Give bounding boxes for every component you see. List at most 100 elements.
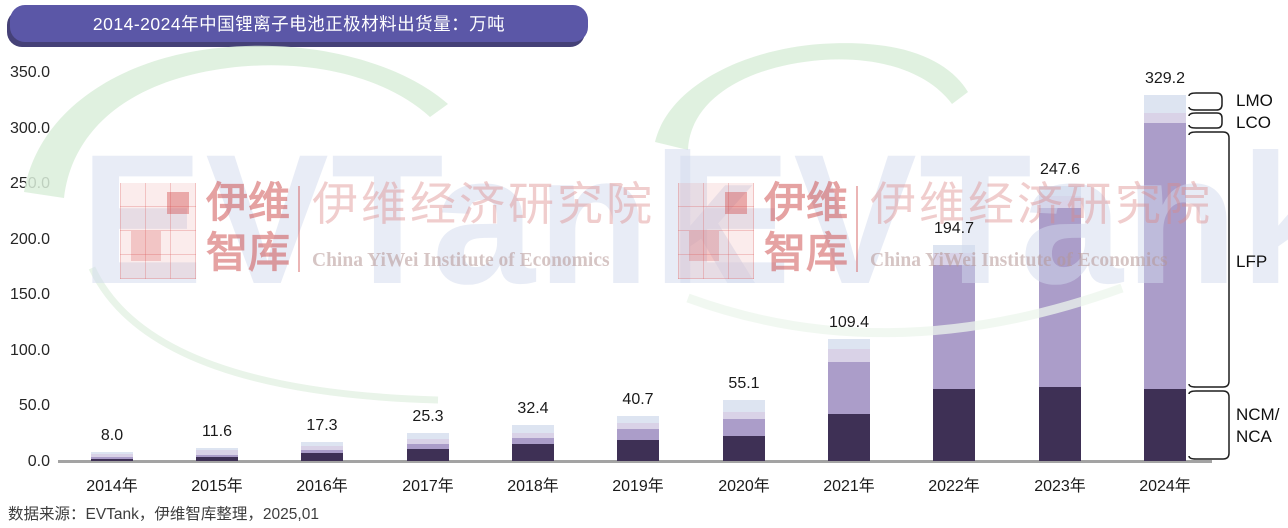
bar-segment-lmo — [617, 415, 659, 423]
y-axis-tick-label: 250.0 — [9, 175, 50, 193]
bar-segment-lfp — [301, 450, 343, 454]
series-label-lfp: LFP — [1236, 252, 1268, 271]
y-axis-tick-label: 0.0 — [27, 453, 50, 470]
bar-segment-lmo — [407, 432, 449, 439]
watermark-swoosh-right — [655, 43, 968, 150]
bar-segment-lfp — [91, 457, 133, 459]
bar-segment-lfp — [1039, 207, 1081, 388]
x-axis-tick-label: 2022年 — [928, 478, 980, 495]
y-axis-tick-label: 350.0 — [9, 64, 50, 81]
bar-segment-lco — [617, 422, 659, 430]
bar-segment-lco — [933, 252, 975, 265]
bar-segment-lmo — [196, 448, 238, 451]
bar-segment-lco — [723, 411, 765, 420]
bar-segment-lco — [1039, 195, 1081, 208]
bar-total-label: 247.6 — [1039, 160, 1081, 178]
y-axis-tick-label: 150.0 — [9, 286, 50, 304]
y-axis-tick-label: 200.0 — [9, 230, 50, 248]
watermark-divider-left — [298, 186, 300, 272]
bar-segment-lfp — [723, 419, 765, 437]
bar-segment-ncm-nca — [1144, 389, 1186, 461]
bar-segment-lfp — [1144, 123, 1186, 390]
bar-segment-lmo — [301, 441, 343, 446]
bar-segment-lco — [301, 445, 343, 451]
watermark-swoosh-left — [24, 45, 448, 199]
series-label-lco: LCO — [1236, 113, 1271, 132]
x-axis-tick-label: 2015年 — [191, 478, 243, 495]
brace-lmo — [1188, 92, 1223, 111]
bar-total-label: 11.6 — [202, 423, 232, 441]
x-axis-line — [58, 460, 1212, 463]
source-note: 数据来源：EVTank，伊维智库整理，2025,01 — [8, 506, 319, 523]
x-axis-tick-label: 2016年 — [296, 478, 348, 495]
bar-segment-lco — [512, 433, 554, 438]
bar-segment-ncm-nca — [512, 443, 554, 461]
bar-segment-lfp — [933, 264, 975, 389]
bar-segment-ncm-nca — [301, 453, 343, 461]
x-axis-tick-label: 2019年 — [612, 478, 664, 495]
bar-segment-ncm-nca — [828, 414, 870, 461]
y-axis-tick-label: 50.0 — [18, 397, 50, 415]
bar-segment-lmo — [512, 424, 554, 434]
bar-segment-lmo — [91, 452, 133, 454]
bar-segment-lco — [91, 453, 133, 458]
watermark-grid-logo-left — [120, 183, 196, 279]
bar-segment-ncm-nca — [91, 458, 133, 461]
watermark-grid-logo-right — [678, 183, 754, 279]
bar-total-label: 194.7 — [933, 219, 975, 237]
x-axis-tick-label: 2020年 — [718, 478, 770, 495]
x-axis-tick-label: 2021年 — [823, 478, 875, 495]
bar-segment-lmo — [1039, 185, 1081, 196]
bar-total-label: 32.4 — [517, 399, 549, 417]
watermark-logo-text-top-right: 伊维 — [764, 179, 849, 226]
bar-segment-lmo — [933, 244, 975, 253]
bar-segment-lfp — [407, 444, 449, 449]
watermark-divider-right — [856, 186, 858, 272]
x-axis-tick-label: 2018年 — [507, 478, 559, 495]
bar-segment-lmo — [1144, 95, 1186, 113]
bar-segment-ncm-nca — [196, 456, 238, 461]
bar-segment-lfp — [617, 429, 659, 440]
x-axis-tick-label: 2024年 — [1139, 478, 1191, 495]
series-label-lmo: LMO — [1236, 91, 1273, 110]
brace-ncm-nca — [1188, 390, 1230, 460]
bar-total-label: 109.4 — [828, 314, 870, 332]
bar-total-label: 329.2 — [1144, 70, 1186, 88]
watermark-arc-left — [88, 266, 439, 404]
watermark-institute-en-right: China YiWei Institute of Economics — [870, 250, 1168, 271]
x-axis-tick-label: 2023年 — [1034, 478, 1086, 495]
watermark-logo-text-top-left: 伊维 — [206, 179, 291, 226]
bar-total-label: 25.3 — [412, 407, 444, 425]
watermark-logo-text-bottom-left: 智库 — [206, 229, 291, 276]
bar-segment-lco — [407, 438, 449, 445]
bar-segment-lco — [196, 450, 238, 455]
bar-segment-lmo — [828, 339, 870, 350]
bar-segment-lco — [1144, 112, 1186, 124]
bar-segment-lfp — [196, 454, 238, 457]
bar-total-label: 8.0 — [100, 427, 124, 445]
bar-segment-ncm-nca — [723, 436, 765, 461]
chart-title-banner: 2014-2024年中国锂离子电池正极材料出货量：万吨 — [10, 5, 588, 42]
bar-segment-lfp — [512, 437, 554, 444]
bar-segment-ncm-nca — [933, 388, 975, 461]
watermark-brand-text-left: EVTank — [80, 117, 757, 323]
watermark-institute-en-left: China YiWei Institute of Economics — [312, 250, 610, 271]
x-axis-tick-label: 2017年 — [402, 478, 454, 495]
bar-segment-ncm-nca — [1039, 387, 1081, 461]
series-label-ncm-nca: NCM/ NCA — [1236, 405, 1280, 446]
bar-total-label: 40.7 — [622, 390, 654, 408]
bar-segment-ncm-nca — [617, 439, 659, 461]
chart-title: 2014-2024年中国锂离子电池正极材料出货量：万吨 — [92, 14, 506, 34]
bar-total-label: 17.3 — [306, 416, 338, 434]
bar-segment-ncm-nca — [407, 448, 449, 461]
bar-segment-lco — [828, 349, 870, 363]
x-axis-tick-label: 2014年 — [86, 478, 138, 495]
brace-lco — [1188, 112, 1223, 129]
bar-total-label: 55.1 — [728, 374, 760, 392]
bar-segment-lmo — [723, 399, 765, 412]
y-axis-tick-label: 300.0 — [9, 119, 50, 137]
brace-lfp — [1188, 131, 1230, 388]
watermark-logo-text-bottom-right: 智库 — [764, 229, 849, 276]
watermark-institute-cn-left: 伊维经济研究院 — [312, 179, 655, 230]
